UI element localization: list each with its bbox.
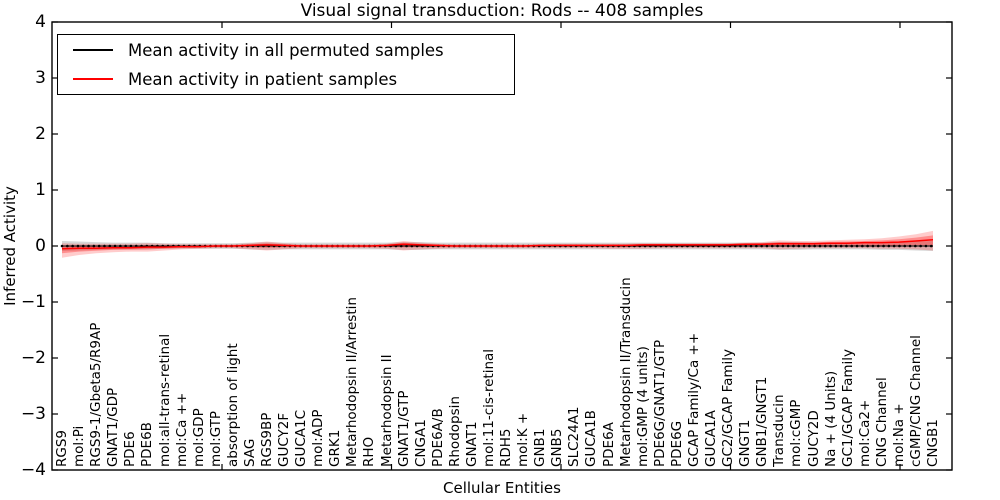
x-tick-label: GUCY2F xyxy=(276,412,292,467)
y-axis-label: Inferred Activity xyxy=(1,186,19,306)
y-tick-label: −1 xyxy=(20,292,46,312)
x-tick-label: PDE6G xyxy=(668,420,685,467)
x-tick-label: CNG Channel xyxy=(873,377,890,467)
x-tick-label: mol:Pi xyxy=(71,425,88,467)
x-tick-label: PDE6 xyxy=(122,431,139,467)
x-tick-label: SAG xyxy=(241,438,258,467)
x-tick-label: GNAT1 xyxy=(463,421,480,467)
legend-label-patient: Mean activity in patient samples xyxy=(128,69,398,89)
y-tick-label: −2 xyxy=(20,348,46,368)
x-tick-label: GC2/GCAP Family xyxy=(720,348,737,467)
x-tick-label: Na + (4 Units) xyxy=(822,370,839,467)
x-tick-label: mol:GTP xyxy=(207,410,224,467)
x-tick-label: GUCA1B xyxy=(583,410,600,467)
x-tick-label: GNB5 xyxy=(549,428,566,467)
x-tick-label: GUCA1A xyxy=(703,410,719,467)
x-tick-label: GNAT1/GDP xyxy=(105,387,122,467)
x-tick-label: mol:cGMP xyxy=(788,399,805,467)
x-tick-label: mol:Ca2+ xyxy=(856,399,873,467)
y-tick-label: 0 xyxy=(35,236,46,256)
x-tick-label: SLC24A1 xyxy=(566,406,583,467)
x-tick-label: mol:K + xyxy=(515,412,532,467)
y-tick-label: 4 xyxy=(35,12,46,32)
x-tick-label: GCAP Family/Ca ++ xyxy=(685,332,702,467)
x-tick-label: CNGB1 xyxy=(925,419,941,467)
x-tick-label: PDE6G/GNAT1/GTP xyxy=(651,339,668,467)
legend-line-patient-icon xyxy=(73,78,113,80)
y-tick-label: −4 xyxy=(20,460,46,480)
x-tick-label: PDE6B xyxy=(139,422,156,467)
chart-title: Visual signal transduction: Rods -- 408 … xyxy=(300,1,704,21)
y-tick-label: 2 xyxy=(35,124,46,144)
x-tick-label: RGS9 xyxy=(54,430,70,467)
legend: Mean activity in all permuted samples Me… xyxy=(57,34,515,95)
x-tick-label: PDE6A/B xyxy=(429,408,446,467)
x-tick-label: GUCY2D xyxy=(805,410,822,467)
x-tick-label: RDH5 xyxy=(498,428,514,467)
x-tick-label: GRK1 xyxy=(327,429,344,467)
x-tick-label: Metarhodopsin II/Transducin xyxy=(617,277,634,467)
x-axis-label: Cellular Entities xyxy=(443,479,561,497)
x-tick-label: GUCA1C xyxy=(293,409,310,467)
x-tick-label: GNB1/GNGT1 xyxy=(754,376,771,467)
x-tick-label: Metarhodopsin II/Arrestin xyxy=(344,297,361,467)
x-tick-label: GNAT1/GTP xyxy=(395,390,412,468)
x-tick-label: Metarhodopsin II xyxy=(378,354,395,467)
x-tick-label: RGS9BP xyxy=(258,412,275,467)
y-tick-label: −3 xyxy=(20,404,46,424)
x-tick-label: mol:GDP xyxy=(190,408,207,467)
x-tick-label: GC1/GCAP Family xyxy=(839,348,856,467)
x-tick-label: Rhodopsin xyxy=(446,396,463,467)
x-tick-label: mol:all-trans-retinal xyxy=(156,333,173,467)
x-tick-label: RGS9-1/Gbeta5/R9AP xyxy=(88,322,105,467)
x-tick-label: GNB1 xyxy=(532,428,549,467)
x-tick-label: mol:Na + xyxy=(890,403,907,467)
x-tick-label: PDE6A xyxy=(600,422,617,467)
x-tick-label: mol:GMP (4 units) xyxy=(634,346,651,467)
legend-entry-permuted: Mean activity in all permuted samples xyxy=(58,36,514,64)
x-tick-label: absorption of light xyxy=(224,343,241,467)
legend-label-permuted: Mean activity in all permuted samples xyxy=(128,40,444,60)
legend-line-permuted-icon xyxy=(73,49,113,51)
x-tick-label: Transducin xyxy=(771,394,788,467)
x-tick-label: cGMP/CNG Channel xyxy=(907,335,924,467)
x-tick-label: CNGA1 xyxy=(412,419,429,467)
x-tick-label: mol:Ca ++ xyxy=(173,392,190,467)
legend-entry-patient: Mean activity in patient samples xyxy=(58,65,514,93)
x-tick-label: GNGT1 xyxy=(737,419,754,467)
y-tick-label: 1 xyxy=(35,180,46,200)
x-tick-label: RHO xyxy=(361,436,378,467)
x-tick-label: mol:ADP xyxy=(310,409,327,467)
x-tick-label: mol:11-cis-retinal xyxy=(481,348,497,467)
y-tick-label: 3 xyxy=(35,68,46,88)
